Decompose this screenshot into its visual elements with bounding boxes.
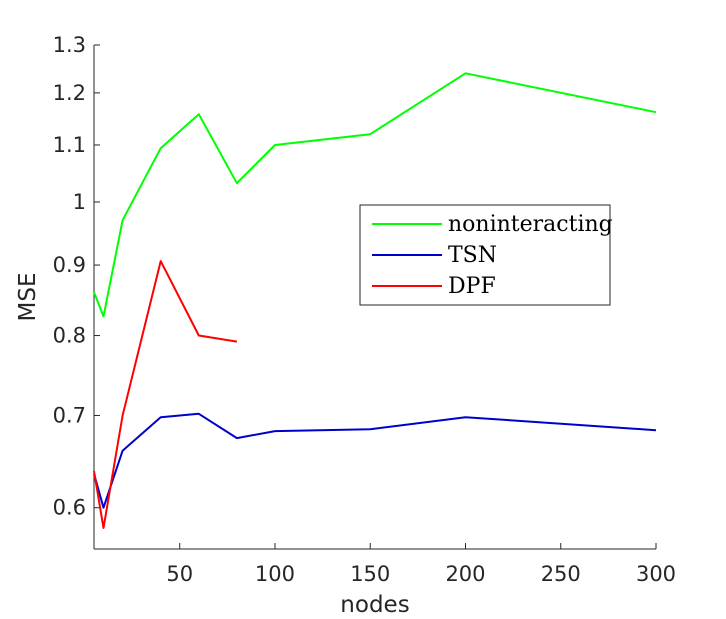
x-tick-label: 50 [166,562,193,586]
legend-label: TSN [448,243,497,268]
x-axis-label: nodes [340,592,409,618]
x-tick-label: 100 [255,562,295,586]
y-tick-label: 0.6 [53,496,86,520]
plot-lines [93,72,657,529]
y-tick-label: 1.2 [53,81,86,105]
y-tick-label: 0.9 [53,253,86,277]
y-axis-label: MSE [15,273,41,322]
y-tick-label: 1.1 [53,133,86,157]
x-tick-label: 250 [541,562,581,586]
axes: 50 100 150 200 250 300 0.6 0.7 0.8 0.9 1 1.1 1.2 1.3 [53,33,676,586]
x-tick-label: 150 [350,562,390,586]
y-tick-label: 1 [73,190,86,214]
y-tick-label: 1.3 [53,33,86,57]
series-line-tsn [93,412,657,509]
x-tick-label: 200 [445,562,485,586]
legend: noninteracting TSN DPF [359,204,613,306]
legend-label: DPF [448,274,496,299]
series-line-noninteracting [93,72,657,318]
y-tick-label: 0.7 [53,403,86,427]
series-line-dpf [93,260,238,529]
y-tick-label: 0.8 [53,324,86,348]
x-tick-label: 300 [636,562,676,586]
legend-label: noninteracting [448,212,613,237]
